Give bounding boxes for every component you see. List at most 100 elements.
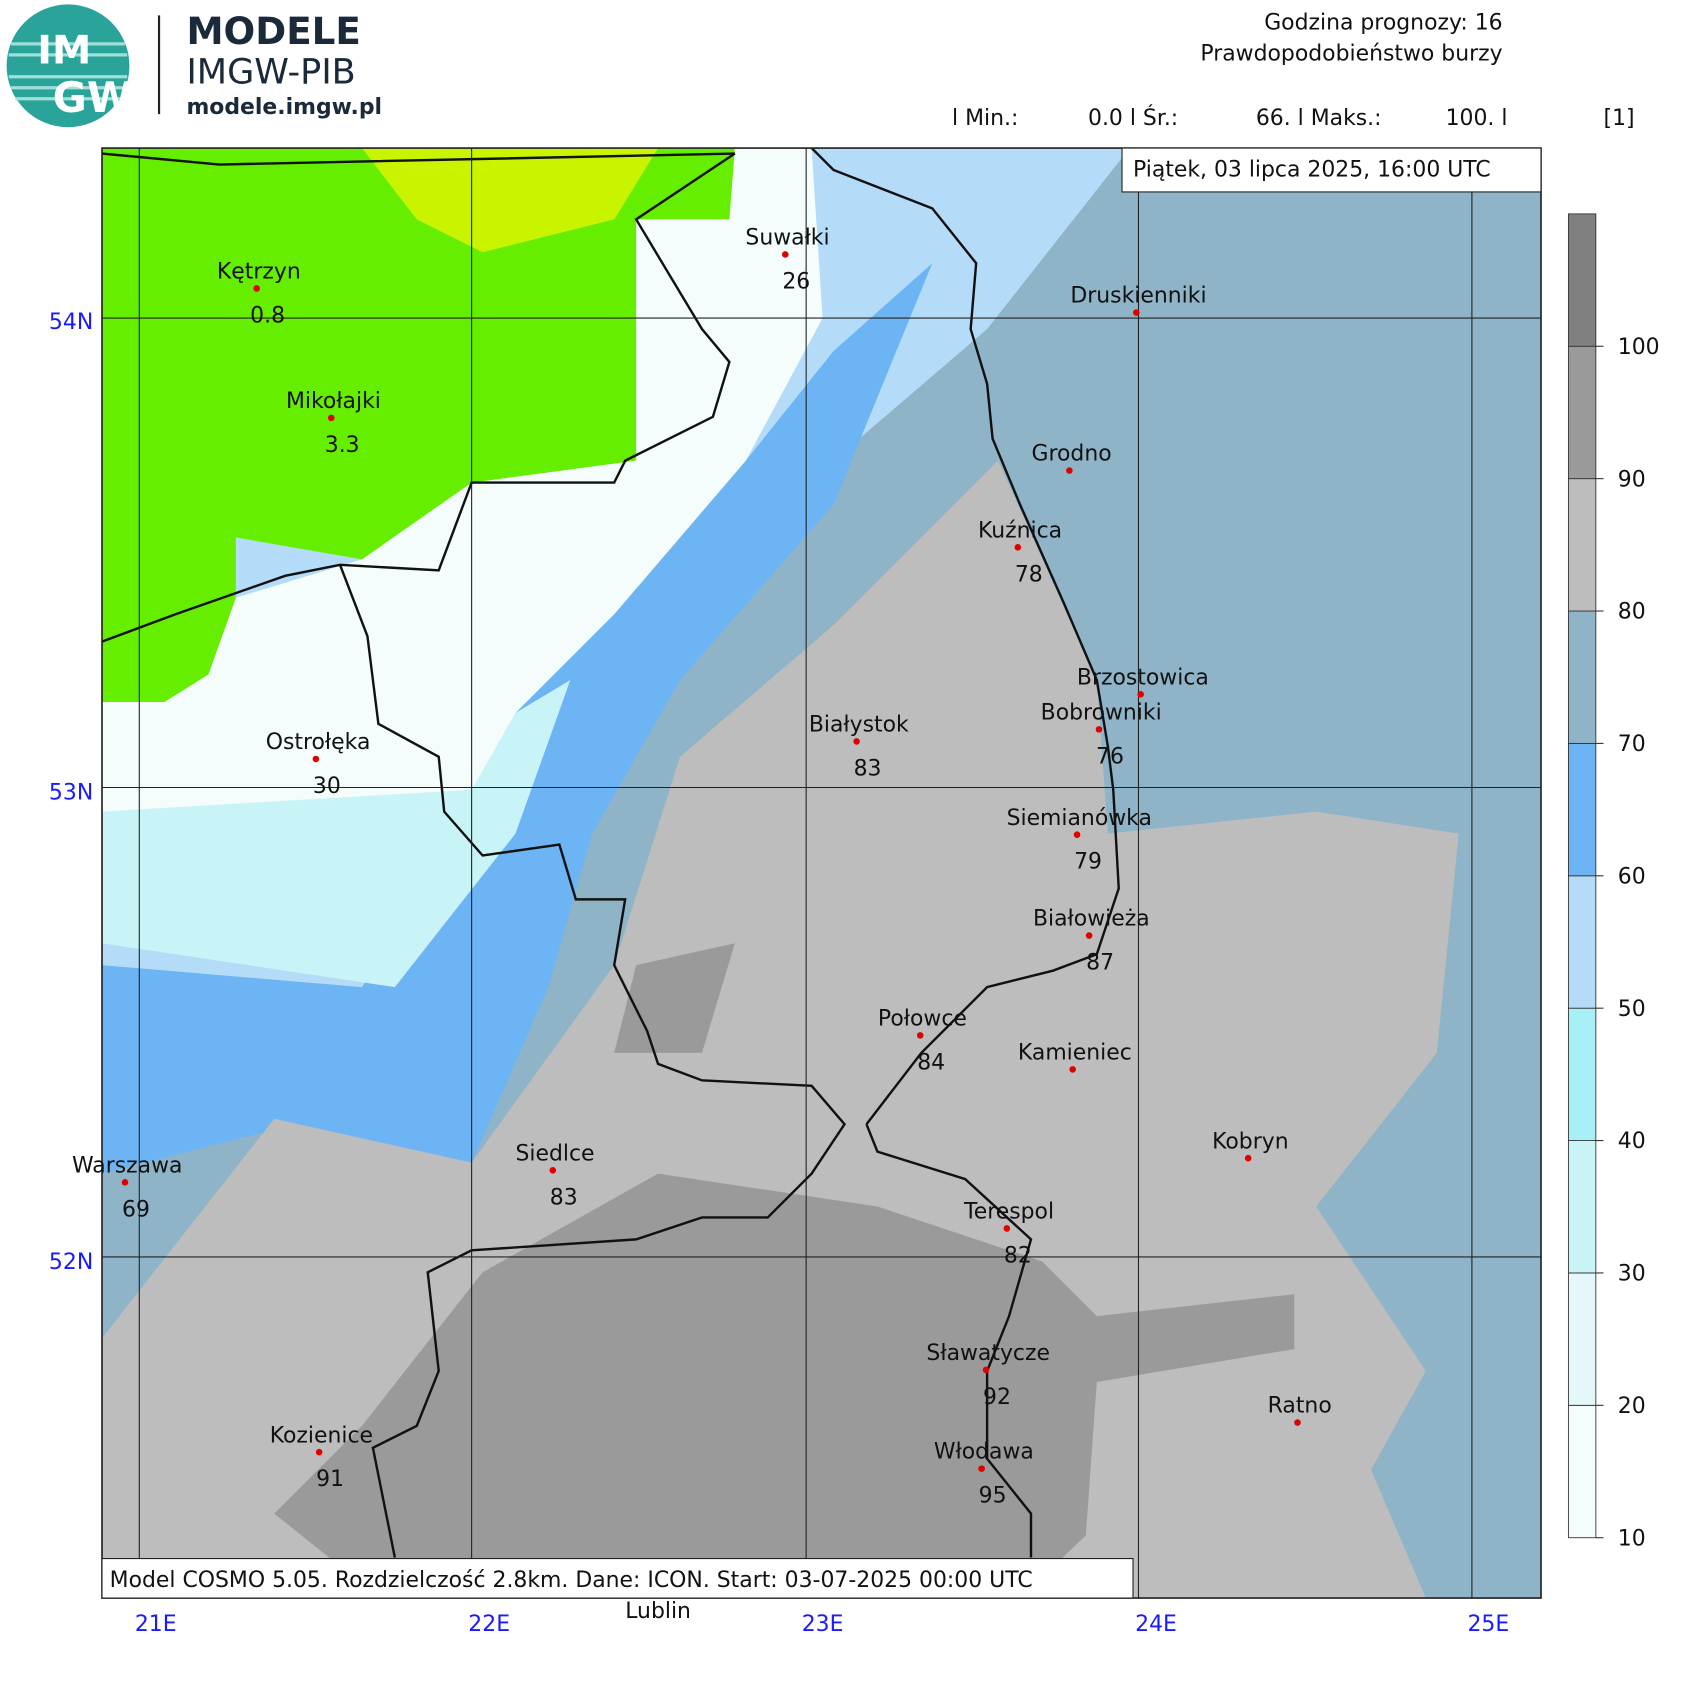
city-name: Kuźnica (978, 518, 1062, 543)
city-name: Bobrowniki (1041, 701, 1162, 726)
lon-label: 22E (468, 1612, 510, 1637)
lon-label: 21E (135, 1612, 177, 1637)
border (810, 147, 1120, 1125)
city-value: 83 (854, 756, 882, 781)
city-value: 79 (1074, 850, 1102, 875)
brand-url: modele.imgw.pl (186, 95, 382, 120)
borders (101, 147, 1120, 1558)
legend-label: 50 (1618, 997, 1646, 1022)
legend-label: 40 (1618, 1129, 1646, 1154)
legend-swatch (1567, 478, 1597, 612)
brand-subtitle: IMGW-PIB (186, 51, 355, 92)
legend-label: 70 (1618, 732, 1646, 757)
coordinate-labels: 54N 53N 52N 21E 22E 23E 24E 25E (49, 310, 1509, 1637)
city-value: 76 (1096, 744, 1124, 769)
border (101, 152, 736, 643)
city-name: Sławatycze (926, 1341, 1050, 1366)
legend-swatch (1567, 742, 1597, 877)
field-zone (361, 148, 659, 253)
city-name: Terespol (963, 1200, 1054, 1225)
legend-label: 90 (1618, 467, 1646, 492)
lon-label: 23E (802, 1612, 844, 1637)
city-dot (312, 755, 320, 763)
city-name: Suwałki (745, 226, 829, 251)
legend-swatch (1567, 1404, 1597, 1539)
city-value: 82 (1004, 1243, 1032, 1268)
legend-label: 60 (1618, 864, 1646, 889)
legend-swatch (1567, 1140, 1597, 1274)
legend-label: 30 (1618, 1262, 1646, 1287)
lat-label: 53N (49, 781, 93, 806)
city-value: 30 (313, 774, 341, 799)
legend-swatch (1567, 1007, 1597, 1142)
city-name: Kętrzyn (217, 260, 301, 285)
canvas: IM GW MODELE IMGW-PIB modele.imgw.pl God… (6, 4, 1660, 1637)
lat-label: 52N (49, 1250, 93, 1275)
city-dot (1085, 932, 1093, 939)
city-value: 78 (1015, 562, 1043, 587)
stat: 0.0 l Śr.: (1088, 105, 1178, 131)
border (338, 564, 847, 1558)
city-name: Kozienice (270, 1423, 373, 1448)
city-dot (327, 414, 335, 422)
lat-label: 54N (49, 310, 93, 335)
city-dot (121, 1179, 129, 1186)
field-zone (102, 148, 823, 812)
city-dot (1073, 831, 1081, 838)
legend-label: 100 (1618, 335, 1660, 360)
field-zone (274, 1173, 1295, 1599)
outside-label: Lublin (625, 1599, 691, 1624)
city-name: Białystok (809, 713, 909, 738)
city-dot (1095, 726, 1103, 733)
city-dot (1244, 1154, 1252, 1162)
city-dot (782, 251, 789, 258)
brand-title: MODELE (186, 9, 360, 53)
city-dot (978, 1465, 985, 1472)
border (865, 1123, 1033, 1558)
forecast-hour: Godzina prognozy: 16 (1264, 11, 1502, 36)
city-value: 84 (917, 1050, 945, 1075)
legend-swatch (1567, 1272, 1597, 1406)
city-dot (916, 1032, 924, 1039)
city-value: 95 (979, 1484, 1007, 1509)
stat: l Min.: (952, 106, 1018, 131)
footer-box (101, 1558, 1134, 1599)
city-dot (1003, 1225, 1011, 1232)
city-dot (1066, 467, 1073, 474)
city-name: Grodno (1031, 442, 1111, 467)
graticule (102, 148, 1542, 1599)
date: Piątek, 03 lipca 2025, 16:00 UTC (1133, 158, 1491, 183)
city-dot (1014, 544, 1022, 551)
field-name: Prawdopodobieństwo burzy (1200, 41, 1502, 66)
logo: IM GW (6, 4, 133, 128)
city-value: 69 (122, 1197, 150, 1222)
city-name: Ratno (1268, 1394, 1332, 1419)
lon-label: 24E (1135, 1612, 1177, 1637)
city-name: Druskienniki (1070, 284, 1206, 309)
city-dot (982, 1366, 990, 1374)
legend-label: 10 (1618, 1526, 1646, 1551)
city-value: 87 (1086, 951, 1114, 976)
lon-label: 25E (1467, 1612, 1509, 1637)
legend-swatch (1567, 610, 1597, 744)
logo-top: IM (37, 28, 91, 74)
city-name: Połowce (878, 1007, 967, 1032)
cities: Kętrzyn 0.8 Mikołajki 3.3 Suwałki 26 Druskienn… (72, 226, 1332, 1509)
city-name: Włodawa (934, 1440, 1034, 1465)
city-dot (253, 285, 260, 292)
legend-swatch (1567, 345, 1597, 480)
city-name: Siedlce (515, 1141, 594, 1166)
city-name: Ostrołęka (266, 730, 371, 755)
city-value: 26 (782, 269, 810, 294)
footer: Model COSMO 5.05. Rozdzielczość 2.8km. D… (110, 1568, 1033, 1593)
stat: 100. l (1446, 106, 1508, 131)
legend-label: 80 (1618, 600, 1646, 625)
field-zone (102, 680, 571, 988)
city-dot (549, 1166, 557, 1174)
city-value: 3.3 (325, 433, 360, 458)
logo-bottom: GW (53, 73, 133, 122)
city-value: 0.8 (250, 303, 285, 328)
logo-stripes (8, 42, 128, 101)
city-value: 91 (316, 1467, 344, 1492)
